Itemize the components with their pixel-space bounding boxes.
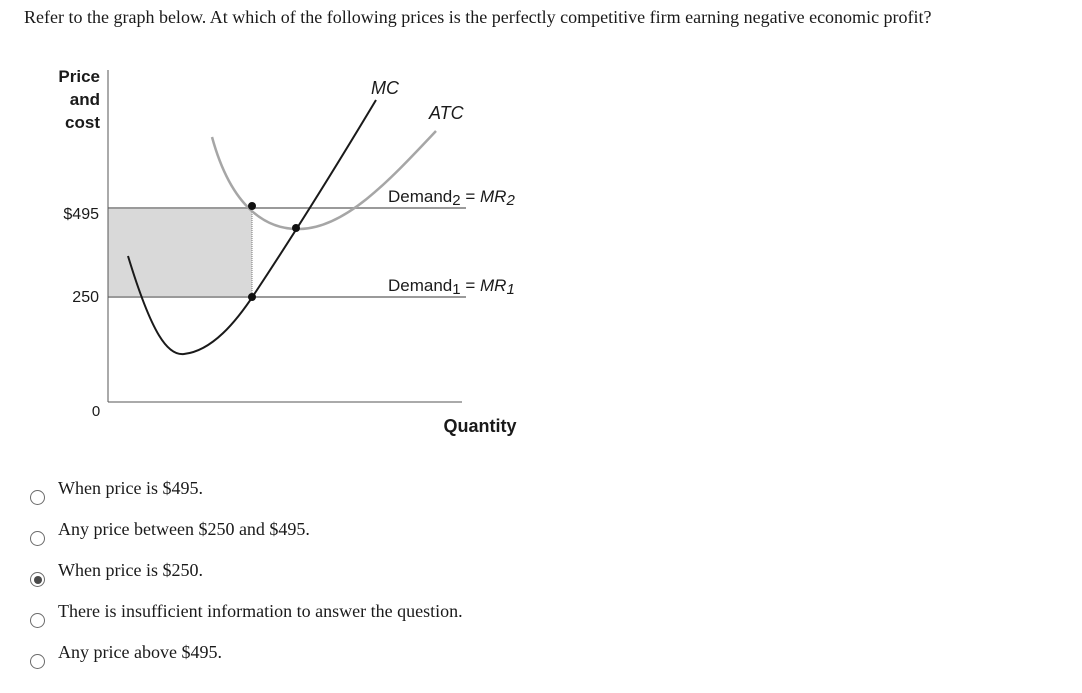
y-axis-label-line2: and [70, 90, 100, 109]
mc-demand1-point [248, 293, 256, 301]
radio-option-4[interactable] [30, 613, 45, 628]
x-axis-label: Quantity [443, 416, 516, 436]
atc-curve [210, 130, 437, 231]
demand2-label: Demand2 = MR2 [388, 187, 515, 209]
answer-option-4[interactable]: There is insufficient information to ans… [28, 599, 628, 629]
origin-label: 0 [92, 403, 100, 420]
answer-option-3[interactable]: When price is $250. [28, 558, 628, 588]
answer-option-1[interactable]: When price is $495. [28, 476, 628, 506]
radio-option-2[interactable] [30, 531, 45, 546]
mc-demand2-point [248, 202, 256, 210]
y-axis-label-line3: cost [65, 113, 100, 132]
y-axis-label-line1: Price [58, 67, 100, 86]
answer-option-5[interactable]: Any price above $495. [28, 640, 628, 670]
mc-label: MC [371, 78, 400, 98]
question-text: Refer to the graph below. At which of th… [24, 7, 932, 27]
option-label-3[interactable]: When price is $250. [58, 560, 203, 580]
radio-option-3[interactable] [30, 572, 45, 587]
price-low-tick: 250 [72, 289, 99, 306]
demand1-label: Demand1 = MR1 [388, 276, 515, 298]
mc-curve [127, 99, 377, 356]
option-label-1[interactable]: When price is $495. [58, 478, 203, 498]
option-label-5[interactable]: Any price above $495. [58, 642, 222, 662]
radio-option-1[interactable] [30, 490, 45, 505]
atc-label: ATC [428, 103, 465, 123]
atc-min-point [292, 224, 300, 232]
answer-option-2[interactable]: Any price between $250 and $495. [28, 517, 628, 547]
option-label-4[interactable]: There is insufficient information to ans… [58, 601, 463, 621]
loss-area [108, 208, 252, 297]
price-high-tick: $495 [63, 206, 99, 223]
radio-option-5[interactable] [30, 654, 45, 669]
option-label-2[interactable]: Any price between $250 and $495. [58, 519, 310, 539]
